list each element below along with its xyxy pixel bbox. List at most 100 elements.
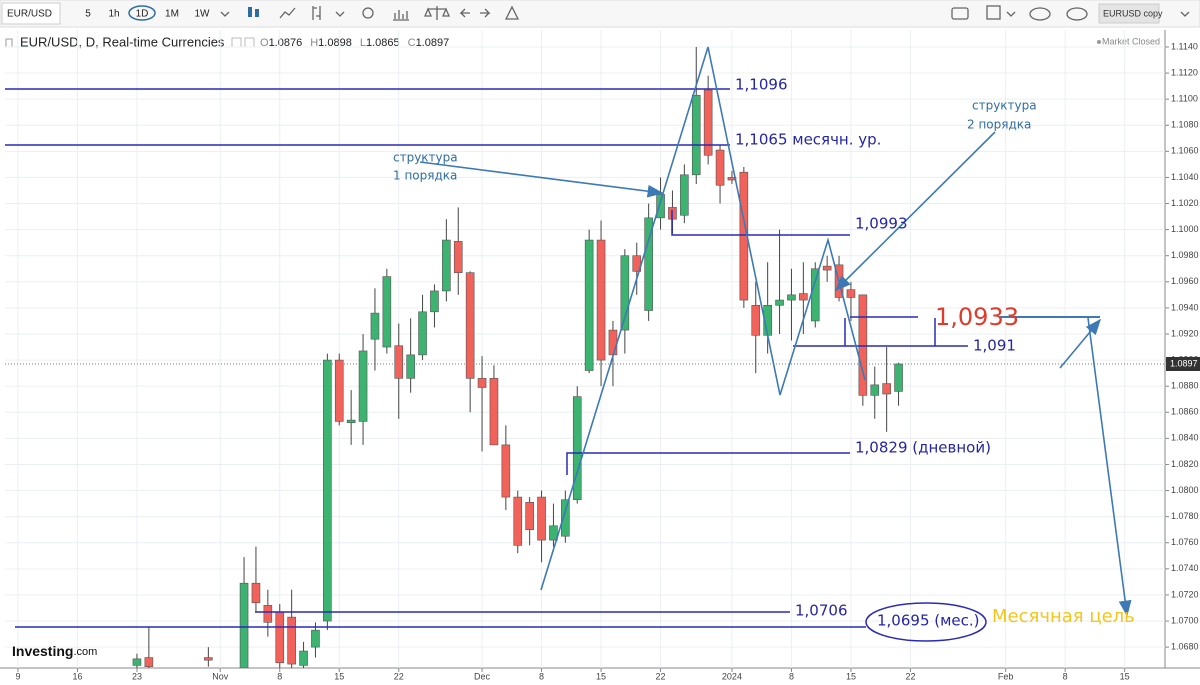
x-tick-label: 8 <box>277 671 282 681</box>
candle-body <box>870 384 880 396</box>
candle-body <box>204 657 213 661</box>
legend-icon[interactable] <box>231 37 242 48</box>
candle-body <box>442 239 451 292</box>
candle-body <box>346 419 356 424</box>
candle-body <box>584 239 594 371</box>
dropdown[interactable] <box>220 11 230 17</box>
bars-icon[interactable] <box>312 6 321 20</box>
candle-body <box>846 289 856 298</box>
line-icon[interactable] <box>279 7 296 19</box>
candle-body <box>549 525 558 541</box>
x-tick-label: 2024 <box>722 671 742 681</box>
candle-body <box>251 582 261 604</box>
interval[interactable]: 1M <box>165 9 179 20</box>
y-tick-label: 1.1140 <box>1171 41 1198 51</box>
camera-icon[interactable] <box>951 7 969 20</box>
cloud-load-icon[interactable] <box>1029 7 1051 21</box>
y-tick-label: 1.0980 <box>1171 250 1199 260</box>
y-tick-label: 1.1060 <box>1171 146 1199 156</box>
y-tick-label: 1.0920 <box>1171 328 1199 338</box>
x-tick-label: 15 <box>1120 671 1130 681</box>
y-tick-label: 1.1100 <box>1171 94 1198 104</box>
candle-body <box>882 383 891 395</box>
arrow <box>419 161 664 198</box>
alert-icon[interactable] <box>504 5 520 20</box>
candle-body <box>275 611 285 664</box>
symbol[interactable]: EUR/USD <box>7 9 52 20</box>
x-tick-label: 8 <box>789 671 794 681</box>
compare-icon[interactable] <box>424 6 450 20</box>
legend-icon[interactable] <box>244 37 255 48</box>
ohlc-value: 1.0898 <box>318 37 352 49</box>
level-label: 1,0933 <box>935 303 1019 331</box>
candle-body <box>239 582 249 668</box>
candle-body <box>691 94 701 176</box>
note: структура <box>393 151 458 165</box>
layout-box[interactable] <box>1098 3 1160 24</box>
interval-selected <box>128 5 156 21</box>
candle-body <box>620 255 630 331</box>
undo-icon[interactable] <box>459 8 470 18</box>
ohlc-legend: O1.0876 H1.0898 L1.0865 C1.0897 <box>260 37 449 49</box>
ohlc-key: L <box>360 37 366 49</box>
candle-body <box>299 650 308 666</box>
candle-body <box>370 312 380 340</box>
x-tick-label: 22 <box>394 671 404 681</box>
candle-body <box>822 265 832 271</box>
y-tick-label: 1.0680 <box>1171 641 1199 651</box>
highlight-ellipse <box>865 602 987 642</box>
ohlc-value: 1.0865 <box>366 37 400 49</box>
y-tick-label: 1.1080 <box>1171 120 1199 130</box>
level-line <box>671 210 850 236</box>
last-price-label: 1.0897 <box>1170 358 1198 368</box>
status-dot <box>1097 40 1101 44</box>
candle-body <box>287 616 296 665</box>
candle-body <box>358 350 368 422</box>
x-tick-label: 15 <box>596 671 606 681</box>
x-tick-label: 15 <box>334 671 344 681</box>
candle-body <box>323 359 332 622</box>
candle-body <box>787 294 796 301</box>
arrow <box>1087 317 1132 617</box>
level-label: 1,0993 <box>855 215 908 233</box>
candle-body <box>751 304 761 336</box>
dropdown[interactable] <box>1180 11 1190 17</box>
toolbar-bg <box>0 0 1200 28</box>
candle-body <box>537 496 546 541</box>
candle-body <box>394 345 404 379</box>
cloud-save-icon[interactable] <box>1066 7 1088 21</box>
candle-body <box>858 294 868 396</box>
interval[interactable]: 5 <box>85 9 91 20</box>
symbol-box[interactable] <box>1 2 61 25</box>
template-icon[interactable] <box>986 5 1001 20</box>
dropdown[interactable] <box>335 11 345 17</box>
note: 1 порядка <box>393 169 457 183</box>
candle-body <box>489 378 499 446</box>
y-tick-label: 1.1020 <box>1171 198 1199 208</box>
y-tick-label: 1.0860 <box>1171 407 1199 417</box>
x-tick-label: 8 <box>539 671 544 681</box>
redo-icon[interactable] <box>480 8 491 18</box>
candles-icon[interactable] <box>248 7 259 17</box>
interval[interactable]: 1h <box>108 9 119 20</box>
x-tick-label: 22 <box>905 671 915 681</box>
dropdown[interactable] <box>1006 11 1016 17</box>
interval[interactable]: 1W <box>195 9 211 20</box>
x-tick-label: 15 <box>846 671 856 681</box>
y-tick-label: 1.0880 <box>1171 381 1199 391</box>
toolbar: EUR/USD 5 1h 1D 1M 1W EURUSD copy <box>0 0 1200 28</box>
candle-body <box>430 290 439 313</box>
collapse-icon[interactable] <box>5 38 13 48</box>
target-note: Месячная цель <box>992 606 1135 627</box>
level-label: 1,091 <box>973 337 1016 355</box>
layout-name[interactable]: EURUSD copy <box>1103 8 1163 18</box>
candle-body <box>382 276 392 348</box>
annotations: 1,1096 1,1065 месячн. ур. 1,0993 1,091 1… <box>5 46 1135 642</box>
x-tick-label: 23 <box>132 671 142 681</box>
indicators-icon[interactable] <box>393 10 409 21</box>
level-line <box>793 318 968 347</box>
candle-body <box>311 629 320 648</box>
y-tick-label: 1.0780 <box>1171 511 1199 521</box>
settings-icon[interactable] <box>362 7 374 19</box>
interval[interactable]: 1D <box>136 9 149 20</box>
